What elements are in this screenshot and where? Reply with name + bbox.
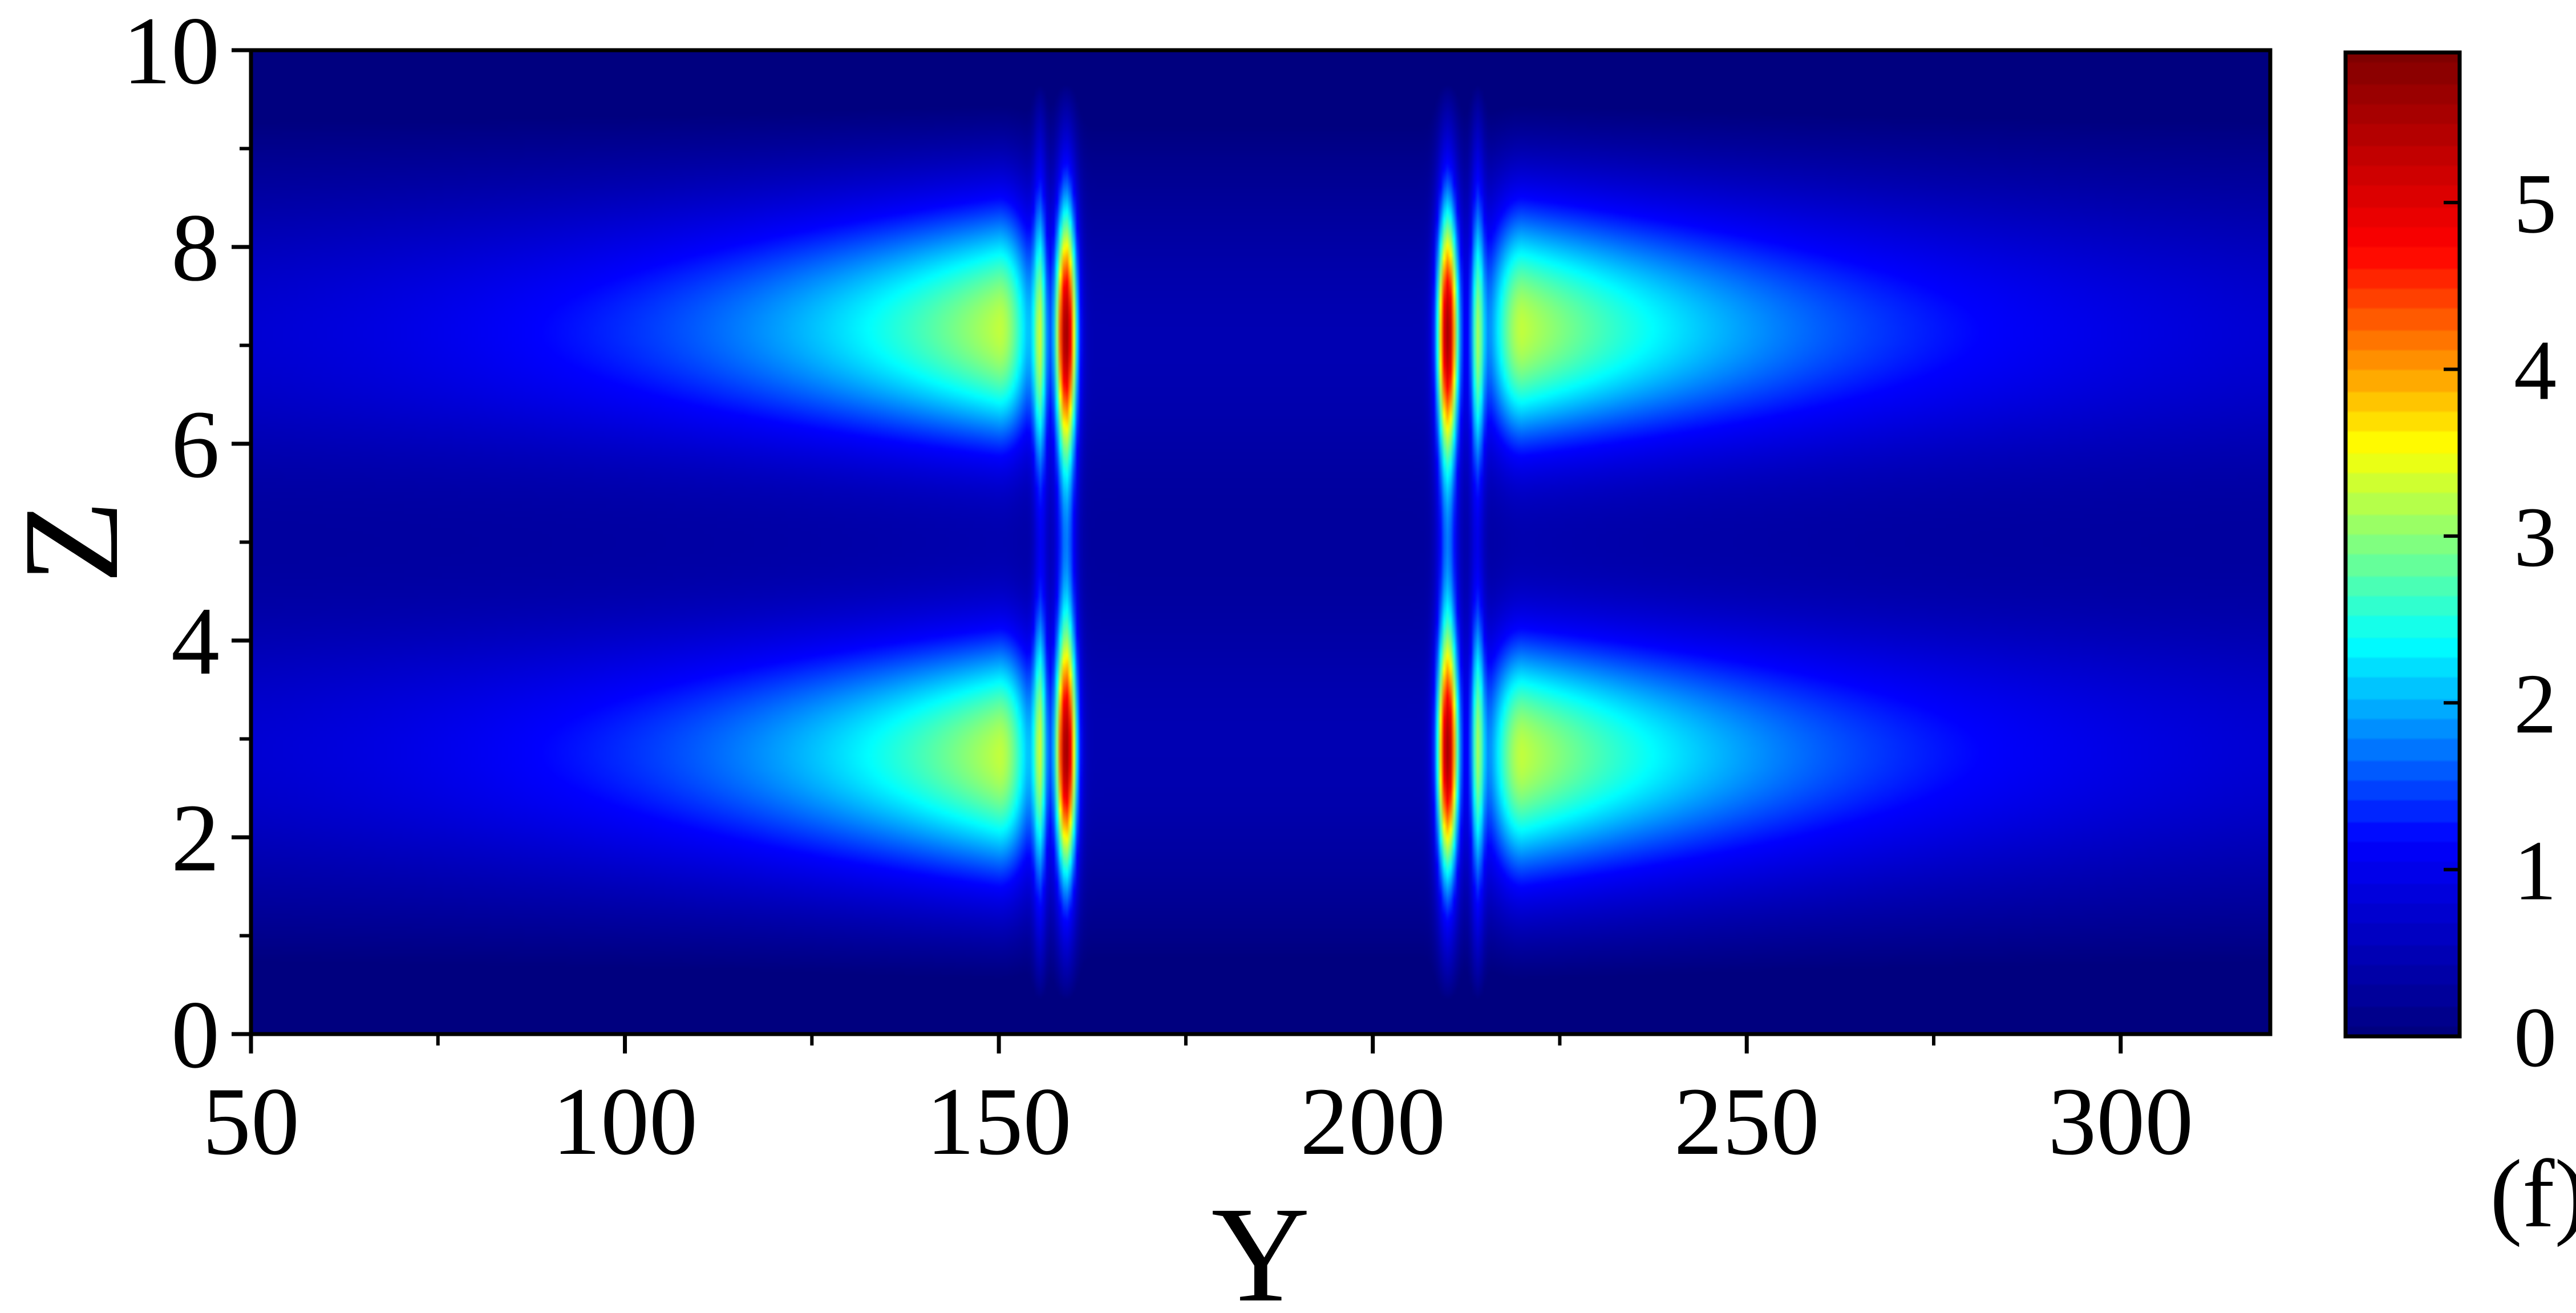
plot-area (249, 48, 2273, 1036)
y-tick-label: 10 (123, 0, 220, 104)
colorbar-tick-label: 3 (2514, 490, 2557, 585)
x-tick-label: 100 (552, 1068, 698, 1175)
panel-label: (f) (2490, 1140, 2576, 1247)
y-axis-title: Z (0, 500, 147, 584)
colorbar-tick-label: 4 (2514, 323, 2557, 418)
x-tick-label: 250 (1674, 1068, 1820, 1175)
x-tick-label: 200 (1300, 1068, 1445, 1175)
y-tick-label: 4 (171, 587, 220, 695)
x-tick-label: 50 (202, 1068, 299, 1175)
colorbar-gradient (2346, 52, 2460, 1036)
x-tick-label: 300 (2048, 1068, 2193, 1175)
x-tick-label: 150 (926, 1068, 1072, 1175)
y-tick-label: 2 (171, 784, 220, 891)
y-tick-label: 0 (171, 981, 220, 1088)
y-tick-label: 8 (171, 194, 220, 301)
colorbar-tick-label: 5 (2514, 156, 2557, 251)
x-axis: 50 100 150 200 250 300 (202, 1034, 2193, 1175)
y-axis: 0 2 4 6 8 10 (123, 0, 251, 1088)
colorbar-tick-label: 0 (2514, 990, 2557, 1085)
x-axis-title: Y (1211, 1178, 1310, 1313)
colorbar-tick-label: 2 (2514, 656, 2557, 751)
colorbar-ticks: 0 1 2 3 4 5 (2444, 156, 2557, 1085)
y-tick-label: 6 (171, 391, 220, 498)
heatmap-image (251, 50, 2270, 1034)
colorbar: 0 1 2 3 4 5 (2343, 50, 2557, 1085)
colorbar-frame (2343, 50, 2462, 1039)
colorbar-tick-label: 1 (2514, 824, 2557, 918)
